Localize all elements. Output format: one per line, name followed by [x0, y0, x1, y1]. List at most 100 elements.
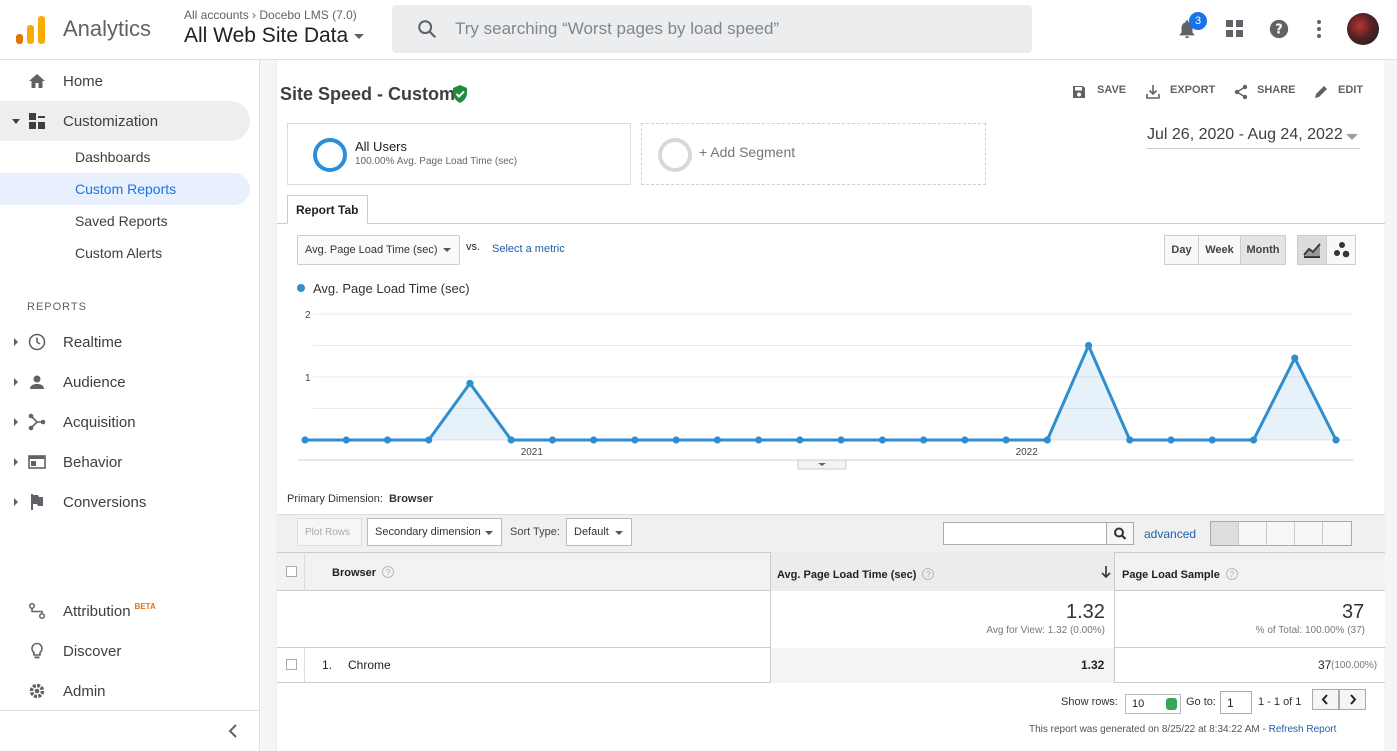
x-tick-label: 2022: [1016, 447, 1039, 458]
expand-caret-icon: [12, 118, 20, 124]
pie-view-icon[interactable]: [1239, 522, 1267, 545]
motion-chart-toggle[interactable]: [1326, 235, 1356, 265]
search-placeholder: Try searching “Worst pages by load speed…: [455, 19, 780, 38]
data-table-view-icon[interactable]: [1211, 522, 1239, 545]
add-segment-button[interactable]: + Add Segment: [641, 123, 986, 185]
show-rows-select[interactable]: 10: [1125, 694, 1181, 714]
row-checkbox[interactable]: [286, 659, 297, 670]
line-chart-toggle[interactable]: [1297, 235, 1327, 265]
edit-button[interactable]: EDIT: [1338, 84, 1364, 96]
segment-ring-icon: [313, 138, 347, 172]
sidebar-item-custom-reports[interactable]: Custom Reports: [0, 173, 250, 205]
view-name: All Web Site Data: [184, 24, 349, 47]
app-name[interactable]: Analytics: [63, 16, 152, 41]
column-header-browser[interactable]: Browser?: [332, 566, 395, 579]
totals-avg-cell: [770, 591, 1115, 648]
sidebar-item-label: Home: [63, 72, 104, 90]
more-vert-icon[interactable]: [1315, 19, 1323, 39]
user-avatar[interactable]: [1347, 13, 1379, 45]
data-point: [342, 436, 350, 444]
tab-report[interactable]: Report Tab: [287, 195, 368, 224]
data-point: [631, 436, 639, 444]
gear-icon: [29, 683, 45, 699]
granularity-week-button[interactable]: Week: [1198, 235, 1241, 265]
date-range-picker[interactable]: Jul 26, 2020 - Aug 24, 2022: [1147, 126, 1360, 149]
select-all-checkbox[interactable]: [286, 566, 297, 577]
sidebar-item-customization[interactable]: Customization: [0, 101, 250, 141]
sidebar-item-label: Conversions: [63, 493, 147, 511]
edit-pencil-icon: [1315, 86, 1327, 98]
granularity-day-button[interactable]: Day: [1164, 235, 1199, 265]
chart-legend: Avg. Page Load Time (sec): [297, 281, 470, 296]
export-button[interactable]: EXPORT: [1170, 84, 1216, 96]
apps-grid-icon[interactable]: [1226, 20, 1244, 38]
select-metric-link[interactable]: Select a metric: [492, 243, 565, 255]
data-point: [466, 379, 474, 387]
customization-icon: [29, 113, 45, 129]
page-range: 1 - 1 of 1: [1258, 696, 1302, 708]
column-header-avg-load-time[interactable]: Avg. Page Load Time (sec)?: [777, 568, 935, 581]
main-area: Site Speed - Custom SAVE EXPORT SHARE ED…: [260, 60, 1397, 751]
help-icon[interactable]: ?: [1225, 568, 1238, 580]
goto-input[interactable]: 1: [1220, 691, 1252, 714]
line-chart: 2 1 2021 2022: [298, 310, 1353, 470]
sidebar-item-acquisition[interactable]: Acquisition: [0, 402, 250, 442]
save-button[interactable]: SAVE: [1097, 84, 1127, 96]
secondary-dimension-select[interactable]: Secondary dimension: [367, 518, 502, 546]
chevron-down-icon: [818, 463, 826, 466]
plot-rows-button[interactable]: Plot Rows: [297, 518, 362, 546]
table-filter-button[interactable]: [1106, 522, 1134, 545]
lightbulb-icon: [31, 642, 43, 659]
date-range-text: Jul 26, 2020 - Aug 24, 2022: [1147, 126, 1343, 143]
sidebar-item-home[interactable]: Home: [0, 61, 250, 101]
empty-segment-ring-icon: [658, 138, 692, 172]
sort-type-select[interactable]: Default: [566, 518, 632, 546]
share-button[interactable]: SHARE: [1257, 84, 1296, 96]
data-point: [383, 436, 392, 444]
sidebar-item-attribution[interactable]: Attribution BETA: [0, 591, 250, 631]
comparison-view-icon[interactable]: [1295, 522, 1323, 545]
total-avg-value: 1.32: [1066, 601, 1105, 623]
prev-page-button[interactable]: [1312, 689, 1339, 710]
attribution-icon: [28, 602, 46, 620]
table-filter-input[interactable]: [943, 522, 1107, 545]
refresh-report-link[interactable]: Refresh Report: [1268, 724, 1337, 735]
search-bar[interactable]: Try searching “Worst pages by load speed…: [392, 5, 1032, 53]
account-breadcrumb[interactable]: All accounts › Docebo LMS (7.0): [184, 8, 357, 22]
column-header-page-load-sample[interactable]: Page Load Sample?: [1122, 568, 1238, 581]
collapse-sidebar-icon[interactable]: [227, 723, 239, 739]
segment-all-users[interactable]: All Users 100.00% Avg. Page Load Time (s…: [287, 123, 631, 185]
data-point: [920, 436, 928, 444]
sidebar-item-custom-alerts[interactable]: Custom Alerts: [0, 237, 250, 269]
sidebar-item-dashboards[interactable]: Dashboards: [0, 141, 250, 173]
expand-caret-icon: [14, 458, 18, 466]
data-point: [1291, 354, 1299, 362]
row-browser-name[interactable]: Chrome: [348, 658, 391, 672]
sidebar-item-audience[interactable]: Audience: [0, 362, 250, 402]
sidebar-item-conversions[interactable]: Conversions: [0, 482, 250, 522]
next-page-button[interactable]: [1339, 689, 1366, 710]
sidebar-item-realtime[interactable]: Realtime: [0, 322, 250, 362]
pivot-view-icon[interactable]: [1323, 522, 1351, 545]
performance-view-icon[interactable]: [1267, 522, 1295, 545]
caret-down-icon: [1346, 134, 1358, 140]
y-tick-label: 2: [305, 310, 311, 321]
goto-label: Go to:: [1186, 696, 1216, 708]
sidebar-item-discover[interactable]: Discover: [0, 631, 250, 671]
sidebar-item-saved-reports[interactable]: Saved Reports: [0, 205, 250, 237]
help-icon[interactable]: ?: [382, 566, 395, 578]
analytics-logo-icon[interactable]: [16, 14, 46, 44]
sidebar-item-admin[interactable]: Admin: [0, 671, 250, 711]
stepper-icon: [1166, 698, 1177, 710]
help-icon[interactable]: ?: [922, 568, 935, 580]
x-tick-label: 2021: [521, 447, 544, 458]
metric-select[interactable]: Avg. Page Load Time (sec): [297, 235, 460, 265]
sidebar-item-label: Admin: [63, 682, 106, 700]
view-selector[interactable]: All Web Site Data: [184, 24, 365, 48]
advanced-filter-link[interactable]: advanced: [1144, 527, 1197, 541]
sort-desc-arrow-icon[interactable]: [1100, 565, 1112, 579]
sidebar-item-behavior[interactable]: Behavior: [0, 442, 250, 482]
granularity-month-button[interactable]: Month: [1240, 235, 1286, 265]
primary-dimension-value[interactable]: Browser: [388, 493, 433, 505]
help-icon[interactable]: ?: [1268, 18, 1290, 40]
